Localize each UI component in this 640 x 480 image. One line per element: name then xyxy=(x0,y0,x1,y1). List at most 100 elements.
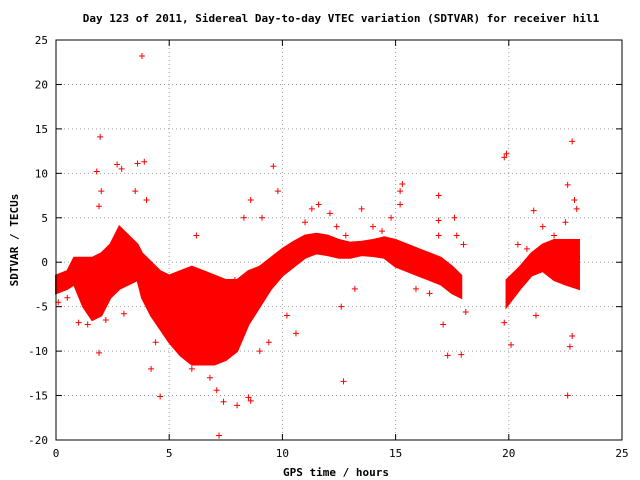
data-point xyxy=(505,281,512,288)
data-point xyxy=(397,188,404,195)
x-tick-label: 10 xyxy=(276,447,289,460)
data-point xyxy=(102,317,109,323)
data-point xyxy=(64,294,71,301)
data-point xyxy=(551,232,558,239)
y-tick-label: 25 xyxy=(35,34,48,47)
data-point xyxy=(148,365,155,372)
data-point xyxy=(569,333,576,339)
x-tick-label: 25 xyxy=(615,447,628,460)
data-point xyxy=(462,309,469,315)
data-band-area xyxy=(505,239,580,310)
data-point xyxy=(338,303,345,310)
data-point xyxy=(157,393,164,400)
data-point xyxy=(501,319,508,326)
data-point xyxy=(444,352,451,359)
data-point xyxy=(259,214,266,221)
data-point xyxy=(539,223,546,230)
x-axis-ticks: 0 5 10 15 20 25 xyxy=(53,40,629,460)
data-point xyxy=(292,330,299,337)
data-point xyxy=(351,285,358,292)
data-point xyxy=(435,217,442,224)
data-point xyxy=(530,207,537,214)
data-point xyxy=(93,168,100,175)
data-point xyxy=(340,378,347,385)
data-point xyxy=(388,214,395,221)
data-point xyxy=(247,397,254,404)
y-tick-label: 15 xyxy=(35,123,48,136)
data-point xyxy=(532,312,539,319)
x-axis-label: GPS time / hours xyxy=(283,466,389,479)
y-tick-label: -10 xyxy=(28,345,48,358)
data-point xyxy=(501,154,508,161)
data-point xyxy=(177,343,184,350)
data-point xyxy=(141,158,148,165)
data-point xyxy=(245,394,252,401)
data-point xyxy=(460,241,467,248)
data-point xyxy=(326,210,333,217)
data-point xyxy=(412,285,419,292)
data-point xyxy=(435,232,442,239)
data-point xyxy=(562,219,569,226)
data-point xyxy=(193,232,200,239)
data-point xyxy=(139,53,146,59)
y-tick-label: 0 xyxy=(41,256,48,269)
data-point xyxy=(134,160,141,167)
data-point xyxy=(231,277,238,283)
y-tick-label: -5 xyxy=(35,301,48,314)
data-point xyxy=(369,223,376,230)
data-point xyxy=(564,181,571,188)
data-point xyxy=(234,402,241,409)
data-point xyxy=(168,339,175,346)
data-point xyxy=(333,223,340,230)
data-point xyxy=(220,398,227,405)
data-point xyxy=(206,374,213,381)
data-point xyxy=(440,321,447,328)
y-axis-label: SDTVAR / TECUs xyxy=(8,194,21,287)
data-point xyxy=(566,343,573,350)
data-point xyxy=(188,365,195,372)
data-point xyxy=(75,319,82,326)
data-point xyxy=(358,205,365,212)
x-tick-label: 20 xyxy=(502,447,515,460)
data-point xyxy=(98,188,105,195)
data-point xyxy=(342,232,349,239)
data-point xyxy=(426,290,433,297)
data-point xyxy=(399,181,406,187)
data-point xyxy=(569,138,576,145)
data-point xyxy=(435,192,442,199)
data-point xyxy=(283,312,290,319)
data-band-area xyxy=(55,224,463,366)
data-point xyxy=(564,392,571,399)
y-tick-label: -20 xyxy=(28,434,48,447)
y-tick-label: 5 xyxy=(41,212,48,225)
data-point xyxy=(132,188,139,195)
data-point xyxy=(247,197,254,203)
data-point xyxy=(213,387,220,394)
data-point xyxy=(573,205,580,212)
data-points xyxy=(55,53,580,439)
data-point xyxy=(265,339,272,346)
data-point xyxy=(508,341,515,348)
data-point xyxy=(120,310,127,317)
chart-title: Day 123 of 2011, Sidereal Day-to-day VTE… xyxy=(83,12,600,25)
data-point xyxy=(274,188,281,195)
data-point xyxy=(397,201,404,208)
x-tick-label: 0 xyxy=(53,447,60,460)
data-point xyxy=(523,245,530,252)
data-point xyxy=(458,351,465,358)
data-point xyxy=(571,197,578,203)
data-point xyxy=(240,214,247,221)
data-point xyxy=(152,339,159,346)
data-point xyxy=(256,348,263,355)
x-tick-label: 5 xyxy=(166,447,173,460)
data-point xyxy=(216,432,223,439)
y-tick-label: -15 xyxy=(28,390,48,403)
data-point xyxy=(97,133,104,140)
plot-frame xyxy=(55,39,623,441)
data-point xyxy=(96,349,103,356)
x-tick-label: 15 xyxy=(389,447,402,460)
data-point xyxy=(503,150,510,157)
y-tick-label: 10 xyxy=(35,167,48,180)
data-point xyxy=(270,163,277,170)
